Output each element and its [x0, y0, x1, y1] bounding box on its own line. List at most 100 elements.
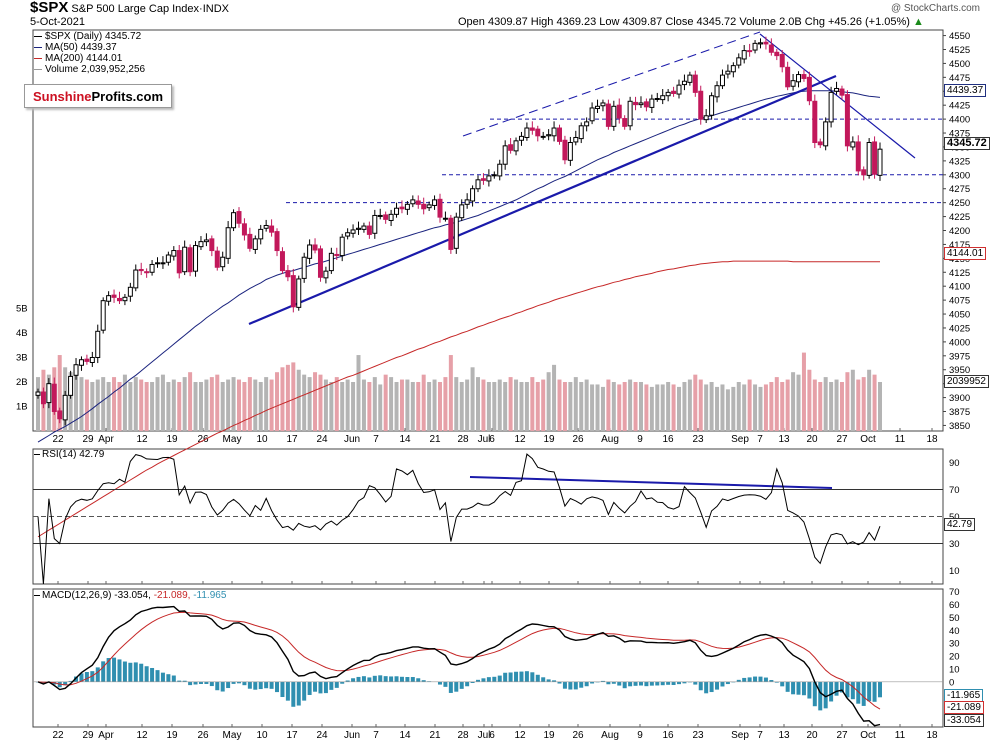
- volume-bar: [731, 386, 736, 431]
- date-tick-label: 19: [166, 434, 178, 445]
- candle-body: [421, 203, 427, 210]
- macd-histogram-bar: [753, 676, 758, 682]
- macd-histogram-bar: [247, 681, 252, 689]
- macd-histogram-bar: [867, 681, 872, 702]
- macd-histogram-bar: [427, 681, 432, 682]
- candle-body: [328, 252, 334, 272]
- price-tick-label: 3875: [949, 407, 970, 418]
- macd-histogram-bar: [166, 674, 171, 682]
- date-tick-label: 6: [489, 730, 495, 741]
- macd-histogram-bar: [313, 681, 318, 692]
- rsi-tick-label: 50: [949, 512, 960, 523]
- candle-body: [209, 238, 215, 252]
- candle-body: [801, 74, 807, 79]
- candle-body: [687, 74, 693, 83]
- macd-histogram-bar: [861, 681, 866, 706]
- volume-bar: [850, 369, 855, 431]
- volume-bar: [508, 377, 513, 431]
- rsi-divergence-line: [469, 476, 833, 489]
- candle-body: [562, 139, 568, 161]
- macd-histogram-bar: [698, 681, 703, 691]
- volume-bar: [829, 382, 834, 431]
- candle-body: [719, 74, 725, 87]
- candle-body: [40, 391, 46, 405]
- price-tag: 4345.72: [944, 137, 990, 150]
- volume-bar: [693, 374, 698, 431]
- date-tick-label: 23: [692, 730, 704, 741]
- macd-histogram-bar: [546, 679, 551, 682]
- legend-text: MA(200) 4144.01: [45, 53, 123, 64]
- candle-body: [111, 294, 117, 298]
- volume-bar: [818, 382, 823, 431]
- rsi-tick-label: 70: [949, 485, 960, 496]
- volume-bar: [839, 382, 844, 431]
- macd-histogram-bar: [709, 681, 714, 693]
- date-tick-label: Sep: [731, 730, 749, 741]
- volume-bar: [649, 386, 654, 431]
- macd-histogram-bar: [812, 681, 817, 707]
- candle-body: [850, 141, 856, 148]
- macd-histogram-bar: [361, 676, 366, 682]
- volume-bar: [666, 382, 671, 431]
- volume-bar: [220, 382, 225, 431]
- volume-bar: [432, 379, 437, 431]
- date-tick-label: 27: [836, 730, 848, 741]
- macd-histogram-bar: [763, 677, 768, 682]
- macd-histogram-bar: [524, 671, 529, 682]
- volume-bar: [188, 372, 193, 431]
- macd-histogram-bar: [150, 667, 155, 682]
- date-tick-label: Apr: [98, 434, 114, 445]
- macd-tag: -33.054: [944, 714, 984, 727]
- macd-histogram-bar: [133, 662, 138, 682]
- macd-histogram-bar: [704, 681, 709, 694]
- date-tick-label: 9: [637, 434, 643, 445]
- macd-histogram-bar: [535, 674, 540, 682]
- trendline-support: [248, 74, 837, 326]
- volume-bar: [285, 364, 290, 431]
- price-tick-label: 4275: [949, 184, 970, 195]
- volume-bar: [628, 379, 633, 431]
- macd-histogram-bar: [74, 676, 79, 682]
- candle-body: [741, 50, 747, 60]
- macd-histogram-bar: [117, 659, 122, 682]
- macd-histogram-bar: [383, 676, 388, 682]
- candle-body: [513, 140, 519, 152]
- candle-body: [861, 169, 867, 176]
- volume-bar: [193, 382, 198, 431]
- price-tick-label: 4000: [949, 337, 970, 348]
- volume-bar: [416, 382, 421, 431]
- macd-histogram-bar: [742, 677, 747, 682]
- macd-histogram-bar: [584, 681, 589, 687]
- volume-bar: [313, 372, 318, 431]
- macd-histogram-bar: [872, 681, 877, 702]
- credit-label: @ StockCharts.com: [890, 3, 980, 14]
- macd-histogram-bar: [198, 681, 203, 685]
- volume-bar: [68, 372, 73, 431]
- date-tick-label: May: [223, 434, 242, 445]
- volume-bar: [389, 377, 394, 431]
- macd-histogram-bar: [666, 681, 671, 685]
- volume-bar: [253, 379, 258, 431]
- candle-body: [144, 271, 150, 274]
- volume-bar: [573, 377, 578, 431]
- volume-bar: [861, 377, 866, 431]
- volume-bar: [590, 384, 595, 431]
- candle-body: [89, 356, 95, 363]
- macd-signal-tag: -21.089: [944, 701, 984, 714]
- macd-histogram-bar: [807, 681, 812, 699]
- macd-label: MACD(12,26,9) -33.054, -21.089, -11.965: [34, 590, 226, 601]
- volume-bar: [122, 374, 127, 431]
- macd-histogram-bar: [839, 681, 844, 693]
- volume-bar: [736, 382, 741, 431]
- macd-histogram-bar: [204, 681, 209, 684]
- candle-body: [584, 121, 590, 127]
- candle-body: [116, 297, 122, 302]
- volume-bar: [307, 377, 312, 431]
- volume-bar: [807, 369, 812, 431]
- candle-body: [725, 70, 731, 75]
- price-tick-label: 3975: [949, 351, 970, 362]
- price-tick-label: 4300: [949, 170, 970, 181]
- legend-swatch: [34, 58, 42, 59]
- volume-bar: [465, 379, 470, 431]
- macd-histogram-bar: [351, 678, 356, 682]
